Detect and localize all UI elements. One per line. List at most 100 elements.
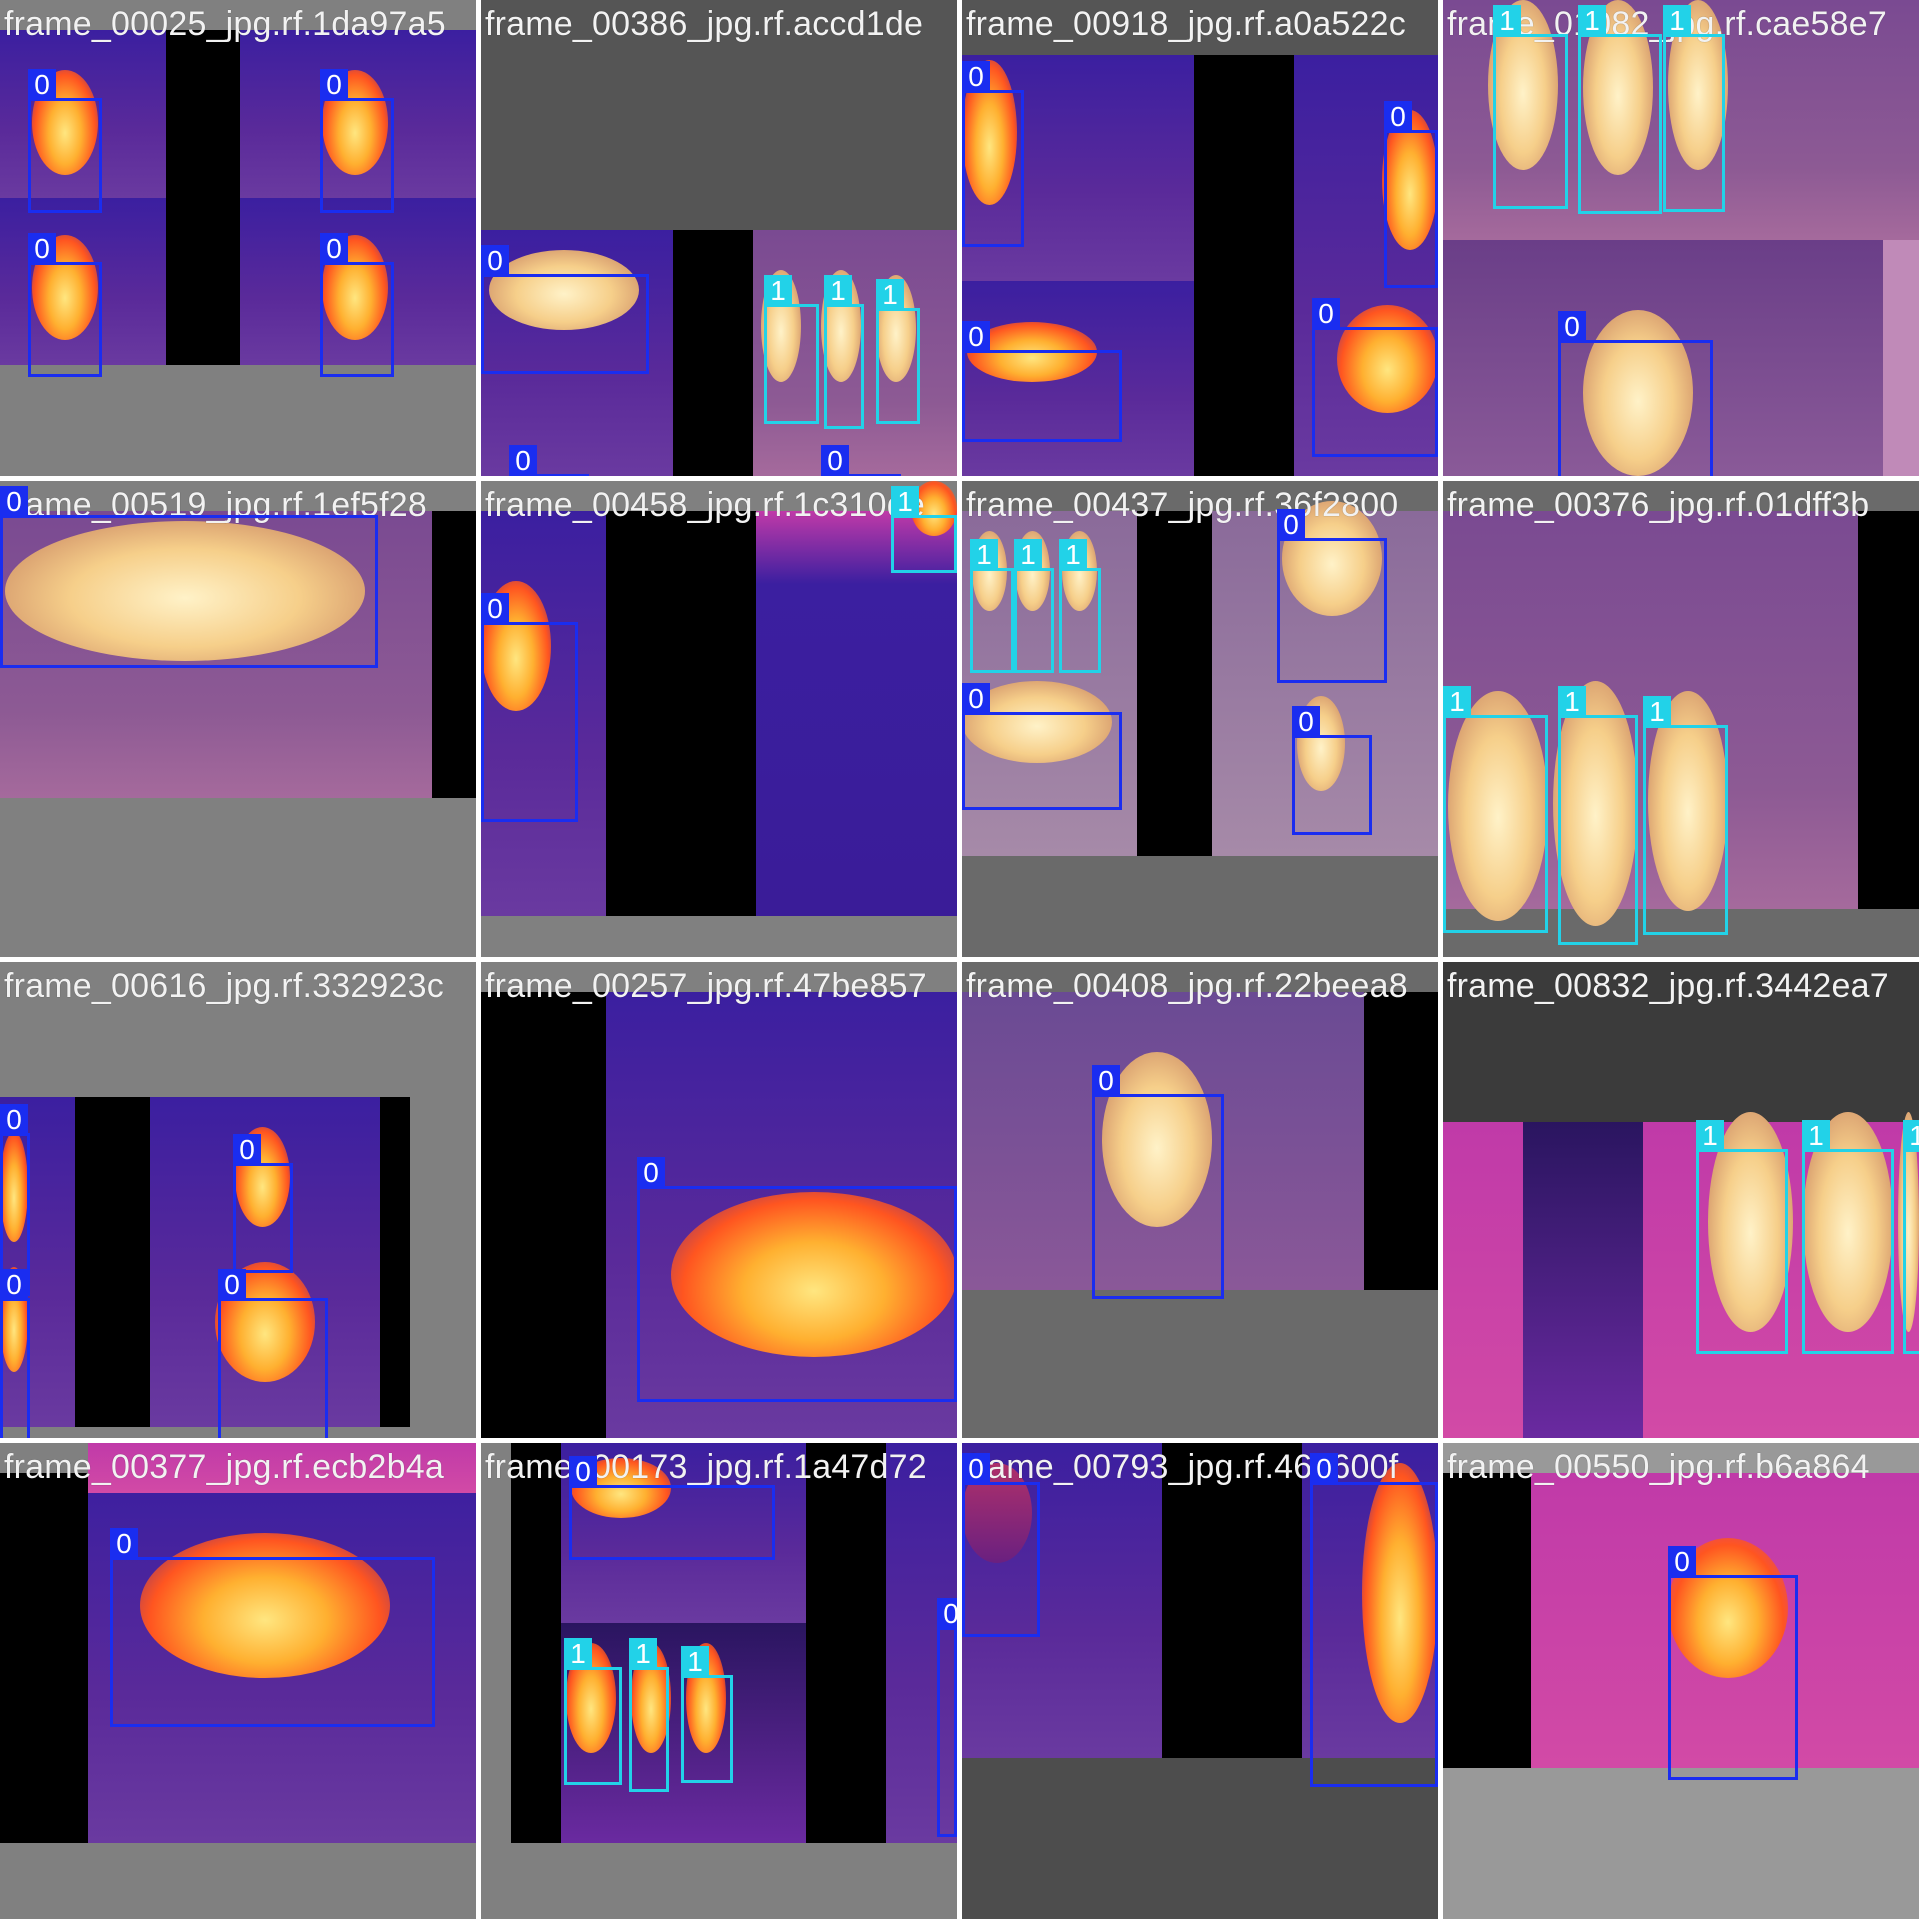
bounding-box-class-0: 0 [1668, 1546, 1798, 1780]
thermal-frame-region [380, 1097, 410, 1427]
bounding-box-class-1: 1 [629, 1638, 669, 1792]
tile-filename: frame_00376_jpg.rf.01dff3b [1447, 486, 1870, 524]
class-label: 0 [0, 1269, 28, 1300]
bounding-box-class-0: 0 [1292, 706, 1372, 835]
class-label: 1 [1903, 1120, 1919, 1151]
bounding-box-class-1: 1 [1802, 1120, 1894, 1354]
bounding-box-class-0: 0 [962, 61, 1024, 247]
bounding-box-class-1: 1 [681, 1646, 733, 1783]
mosaic-tile: frame_00832_jpg.rf.3442ea7 1 1 1 [1443, 962, 1919, 1438]
class-label: 1 [876, 279, 904, 310]
tile-filename: frame_00173_jpg.rf.1a47d72 [485, 1448, 927, 1486]
bounding-box-class-0: 0 [110, 1528, 435, 1727]
heat-signature [489, 250, 639, 330]
bounding-box-class-0: 0 [1558, 311, 1713, 476]
class-label: 1 [1802, 1120, 1830, 1151]
mosaic-tile: frame_00376_jpg.rf.01dff3b 1 1 1 [1443, 481, 1919, 957]
class-label: 1 [1696, 1120, 1724, 1151]
bounding-box-class-0: 0 [481, 593, 578, 822]
bounding-box-class-1: 1 [876, 279, 920, 424]
tile-filename: frame_00257_jpg.rf.47be857 [485, 967, 927, 1005]
class-label: 0 [1384, 101, 1412, 132]
bounding-box-class-1: 1 [1696, 1120, 1788, 1354]
bounding-box-class-0: 0 [28, 69, 102, 213]
tile-filename: frame_00377_jpg.rf.ecb2b4a [4, 1448, 444, 1486]
mosaic-tile: frame_01082_jpg.rf.cae58e711100 [1443, 0, 1919, 476]
class-label: 1 [1643, 696, 1671, 727]
class-label: 1 [1578, 5, 1606, 36]
class-label: 0 [1092, 1065, 1120, 1096]
tile-filename: frame_00408_jpg.rf.22beea8 [966, 967, 1408, 1005]
bounding-box-class-0: 0 [1312, 298, 1438, 457]
class-label: 1 [564, 1638, 592, 1669]
bounding-box-class-0: 0 [320, 69, 394, 213]
tile-filename: frame_00437_jpg.rf.36f2800 [966, 486, 1399, 524]
mosaic-tile: frame_00437_jpg.rf.36f2800 1 1 1 0 0 0 [962, 481, 1438, 957]
bounding-box-class-1: 1 [891, 486, 957, 573]
class-label: 0 [1668, 1546, 1696, 1577]
bounding-box-class-0: 0 [1310, 1453, 1438, 1787]
bounding-box-class-1: 1 [1643, 696, 1728, 935]
bounding-box-class-1: 1 [1443, 686, 1548, 933]
mosaic-tile: frame_00918_jpg.rf.a0a522c 0 0 0 0 [962, 0, 1438, 476]
heat-signature [671, 1192, 957, 1357]
class-label: 0 [637, 1157, 665, 1188]
class-label: 1 [891, 486, 919, 517]
bounding-box-class-1: 1 [1493, 5, 1568, 209]
thermal-frame-region [0, 1473, 88, 1843]
tile-filename: frame_00458_jpg.rf.1c310de [485, 486, 925, 524]
tile-filename: frame_00832_jpg.rf.3442ea7 [1447, 967, 1889, 1005]
class-label: 0 [218, 1269, 246, 1300]
bounding-box-class-0: 0 [320, 233, 394, 377]
class-label: 0 [233, 1134, 261, 1165]
bounding-box-class-0: 0 [569, 1456, 775, 1560]
class-label: 1 [1558, 686, 1586, 717]
thermal-frame-region [806, 1443, 886, 1843]
bounding-box-class-1: 1 [1663, 5, 1725, 212]
thermal-frame-region [673, 230, 753, 476]
bounding-box-class-0: 0 [637, 1157, 957, 1402]
class-label: 1 [824, 275, 852, 306]
bounding-box-class-1: 1 [1578, 5, 1662, 214]
class-label: 0 [481, 245, 509, 276]
bounding-box-class-0: 0 [1277, 509, 1387, 683]
class-label: 0 [320, 69, 348, 100]
bounding-box-class-0: 0 [962, 1453, 1040, 1637]
mosaic-tile: frame_00257_jpg.rf.47be857 0 [481, 962, 957, 1438]
bounding-box-class-1: 1 [564, 1638, 622, 1785]
heat-signature [5, 521, 365, 661]
mosaic-tile: frame_00793_jpg.rf.461600f 0 0 [962, 1443, 1438, 1919]
mosaic-tile: frame_00408_jpg.rf.22beea8 0 [962, 962, 1438, 1438]
class-label: 0 [28, 233, 56, 264]
thermal-frame-region [1364, 992, 1438, 1290]
mosaic-tile: frame_00377_jpg.rf.ecb2b4a 0 [0, 1443, 476, 1919]
class-label: 1 [1493, 5, 1521, 36]
class-label: 0 [1310, 1453, 1338, 1484]
bounding-box-class-0: 0 [481, 245, 649, 374]
heat-signature [1583, 310, 1693, 476]
thermal-frame-region [75, 1097, 150, 1427]
bounding-box-class-0: 0 [0, 1269, 30, 1438]
bounding-box-class-0: 0 [28, 233, 102, 377]
mosaic-tile: frame_00025_jpg.rf.1da97a500000 [0, 0, 476, 476]
bounding-box-class-1: 1 [970, 539, 1014, 673]
thermal-frame-region [1194, 55, 1294, 476]
bounding-box-class-0: 0 [1384, 101, 1438, 288]
bounding-box-class-0: 0 [218, 1269, 328, 1438]
thermal-frame-region [886, 1443, 957, 1843]
bounding-box-class-1: 1 [1558, 686, 1638, 945]
class-label: 0 [962, 61, 990, 92]
class-label: 0 [0, 486, 28, 517]
heat-signature [1337, 305, 1438, 413]
thermal-frame-region [756, 511, 957, 916]
tile-filename: frame_00386_jpg.rf.accd1de [485, 5, 924, 43]
thermal-frame-region [481, 992, 606, 1438]
heat-signature [1102, 1052, 1212, 1227]
class-label: 1 [1059, 539, 1087, 570]
class-label: 0 [962, 683, 990, 714]
bounding-box-class-1: 1 [824, 275, 864, 429]
class-label: 0 [1558, 311, 1586, 342]
mosaic-tile: frame_00386_jpg.rf.accd1de 0 1 1 1 0 0 [481, 0, 957, 476]
class-label: 0 [569, 1456, 597, 1487]
bounding-box-class-0: 0 [1092, 1065, 1224, 1299]
